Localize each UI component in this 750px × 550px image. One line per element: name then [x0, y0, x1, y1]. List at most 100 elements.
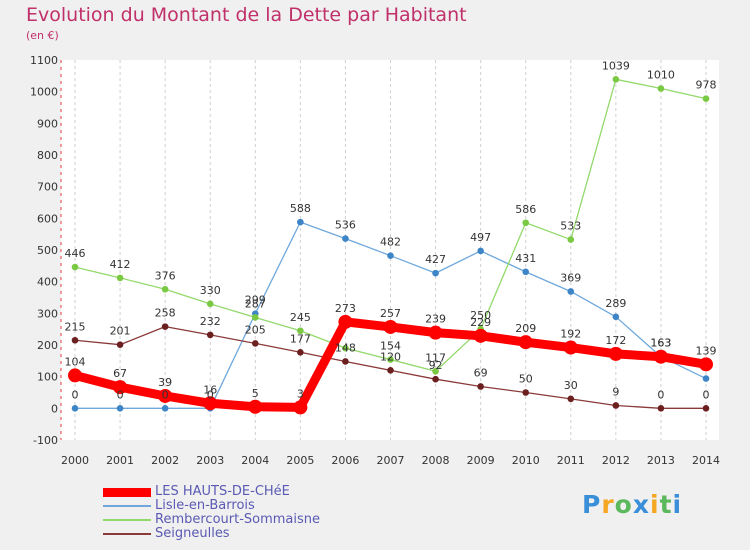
- data-point-seigneulles: [71, 336, 79, 344]
- data-point-seigneulles: [477, 383, 484, 390]
- data-label-les-hauts-de-chee: 139: [696, 344, 717, 357]
- data-label-seigneulles: 232: [200, 315, 221, 328]
- data-point-rembercourt-sommaisne: [612, 76, 620, 83]
- data-label-seigneulles: 69: [474, 366, 488, 379]
- data-label-rembercourt-sommaisne: 287: [245, 297, 266, 310]
- x-tick-label: 2008: [422, 454, 450, 467]
- data-label-lisle-en-barrois: 431: [515, 252, 536, 265]
- legend-item: Seigneulles: [103, 527, 320, 541]
- data-point-rembercourt-sommaisne: [71, 263, 79, 271]
- data-label-les-hauts-de-chee: 239: [425, 313, 446, 326]
- legend-swatch: [103, 519, 151, 521]
- data-point-les-hauts-de-chee: [158, 388, 173, 403]
- x-tick-label: 2011: [557, 454, 585, 467]
- plot-area: [61, 60, 719, 440]
- data-point-lisle-en-barrois: [432, 269, 439, 277]
- legend-item: Rembercourt-Sommaisne: [103, 513, 320, 527]
- data-point-seigneulles: [567, 395, 575, 403]
- x-tick-label: 2013: [647, 454, 675, 467]
- data-label-seigneulles: 9: [612, 385, 619, 398]
- data-point-les-hauts-de-chee: [518, 335, 533, 350]
- x-tick-label: 2004: [241, 454, 269, 467]
- data-point-lisle-en-barrois: [342, 235, 349, 242]
- data-point-seigneulles: [251, 340, 259, 347]
- data-point-les-hauts-de-chee: [248, 399, 263, 414]
- data-label-seigneulles: 201: [110, 325, 131, 338]
- data-point-rembercourt-sommaisne: [432, 367, 439, 375]
- data-point-seigneulles: [342, 358, 349, 365]
- data-point-seigneulles: [387, 367, 394, 374]
- data-label-les-hauts-de-chee: 209: [515, 322, 536, 335]
- data-label-lisle-en-barrois: 588: [290, 202, 311, 215]
- data-point-rembercourt-sommaisne: [342, 344, 349, 352]
- x-tick-label: 2002: [151, 454, 179, 467]
- data-point-rembercourt-sommaisne: [702, 95, 710, 102]
- data-point-les-hauts-de-chee: [383, 319, 398, 334]
- x-tick-label: 2001: [106, 454, 134, 467]
- legend-label: Rembercourt-Sommaisne: [155, 512, 321, 527]
- data-label-seigneulles: 120: [380, 350, 401, 363]
- data-label-les-hauts-de-chee: 257: [380, 307, 401, 320]
- legend-label: LES HAUTS-DE-CHéE: [155, 484, 290, 499]
- data-point-lisle-en-barrois: [522, 268, 530, 276]
- data-point-rembercourt-sommaisne: [657, 85, 665, 92]
- legend-label: Seigneulles: [155, 526, 230, 541]
- data-point-seigneulles: [612, 402, 620, 409]
- legend-item: Lisle-en-Barrois: [103, 499, 320, 513]
- data-label-les-hauts-de-chee: 39: [158, 376, 172, 389]
- data-label-les-hauts-de-chee: 16: [203, 383, 217, 396]
- y-tick-label: 700: [37, 181, 58, 194]
- data-label-rembercourt-sommaisne: 245: [290, 311, 311, 324]
- data-label-rembercourt-sommaisne: 1010: [647, 69, 675, 82]
- y-tick-label: 400: [37, 276, 58, 289]
- y-tick-label: 0: [51, 402, 58, 415]
- data-point-les-hauts-de-chee: [113, 380, 128, 395]
- data-point-rembercourt-sommaisne: [387, 356, 394, 363]
- legend-label: Lisle-en-Barrois: [155, 498, 255, 513]
- y-tick-label: 900: [37, 117, 58, 130]
- data-label-rembercourt-sommaisne: 117: [425, 351, 446, 364]
- data-point-seigneulles: [206, 331, 214, 339]
- data-label-rembercourt-sommaisne: 250: [470, 309, 491, 322]
- y-tick-label: 500: [37, 244, 58, 257]
- data-label-lisle-en-barrois: 482: [380, 236, 401, 249]
- data-label-seigneulles: 148: [335, 341, 356, 354]
- data-label-rembercourt-sommaisne: 1039: [602, 59, 630, 72]
- data-point-seigneulles: [432, 375, 439, 383]
- y-tick-label: 100: [37, 371, 58, 384]
- y-tick-label: 800: [37, 149, 58, 162]
- data-label-seigneulles: 92: [429, 359, 443, 372]
- data-point-lisle-en-barrois: [387, 252, 394, 259]
- y-tick-label: -100: [33, 434, 58, 447]
- data-label-les-hauts-de-chee: 163: [650, 337, 671, 350]
- data-point-rembercourt-sommaisne: [206, 300, 214, 308]
- y-tick-label: 200: [37, 339, 58, 352]
- data-point-lisle-en-barrois: [567, 288, 575, 295]
- data-label-les-hauts-de-chee: 104: [65, 355, 86, 368]
- data-point-seigneulles: [522, 389, 530, 396]
- data-point-les-hauts-de-chee: [428, 325, 443, 340]
- data-point-rembercourt-sommaisne: [251, 314, 259, 321]
- data-label-seigneulles: 30: [564, 379, 578, 392]
- data-point-rembercourt-sommaisne: [116, 274, 124, 282]
- x-tick-label: 2010: [512, 454, 540, 467]
- data-point-les-hauts-de-chee: [293, 400, 308, 415]
- data-label-lisle-en-barrois: 369: [560, 271, 581, 284]
- y-tick-label: 1000: [30, 86, 58, 99]
- data-label-rembercourt-sommaisne: 446: [65, 247, 86, 260]
- data-label-seigneulles: 0: [657, 388, 664, 401]
- data-point-lisle-en-barrois: [161, 405, 169, 412]
- brand-logo: Proxiti: [582, 490, 683, 519]
- data-label-rembercourt-sommaisne: 154: [380, 340, 401, 353]
- data-label-les-hauts-de-chee: 273: [335, 302, 356, 315]
- data-label-rembercourt-sommaisne: 376: [155, 269, 176, 282]
- data-label-seigneulles: 0: [703, 388, 710, 401]
- x-tick-label: 2012: [602, 454, 630, 467]
- data-label-lisle-en-barrois: 497: [470, 231, 491, 244]
- legend-swatch: [103, 505, 151, 507]
- data-label-lisle-en-barrois: 163: [650, 337, 671, 350]
- data-label-rembercourt-sommaisne: 412: [110, 258, 131, 271]
- data-point-lisle-en-barrois: [702, 375, 710, 382]
- x-tick-label: 2009: [467, 454, 495, 467]
